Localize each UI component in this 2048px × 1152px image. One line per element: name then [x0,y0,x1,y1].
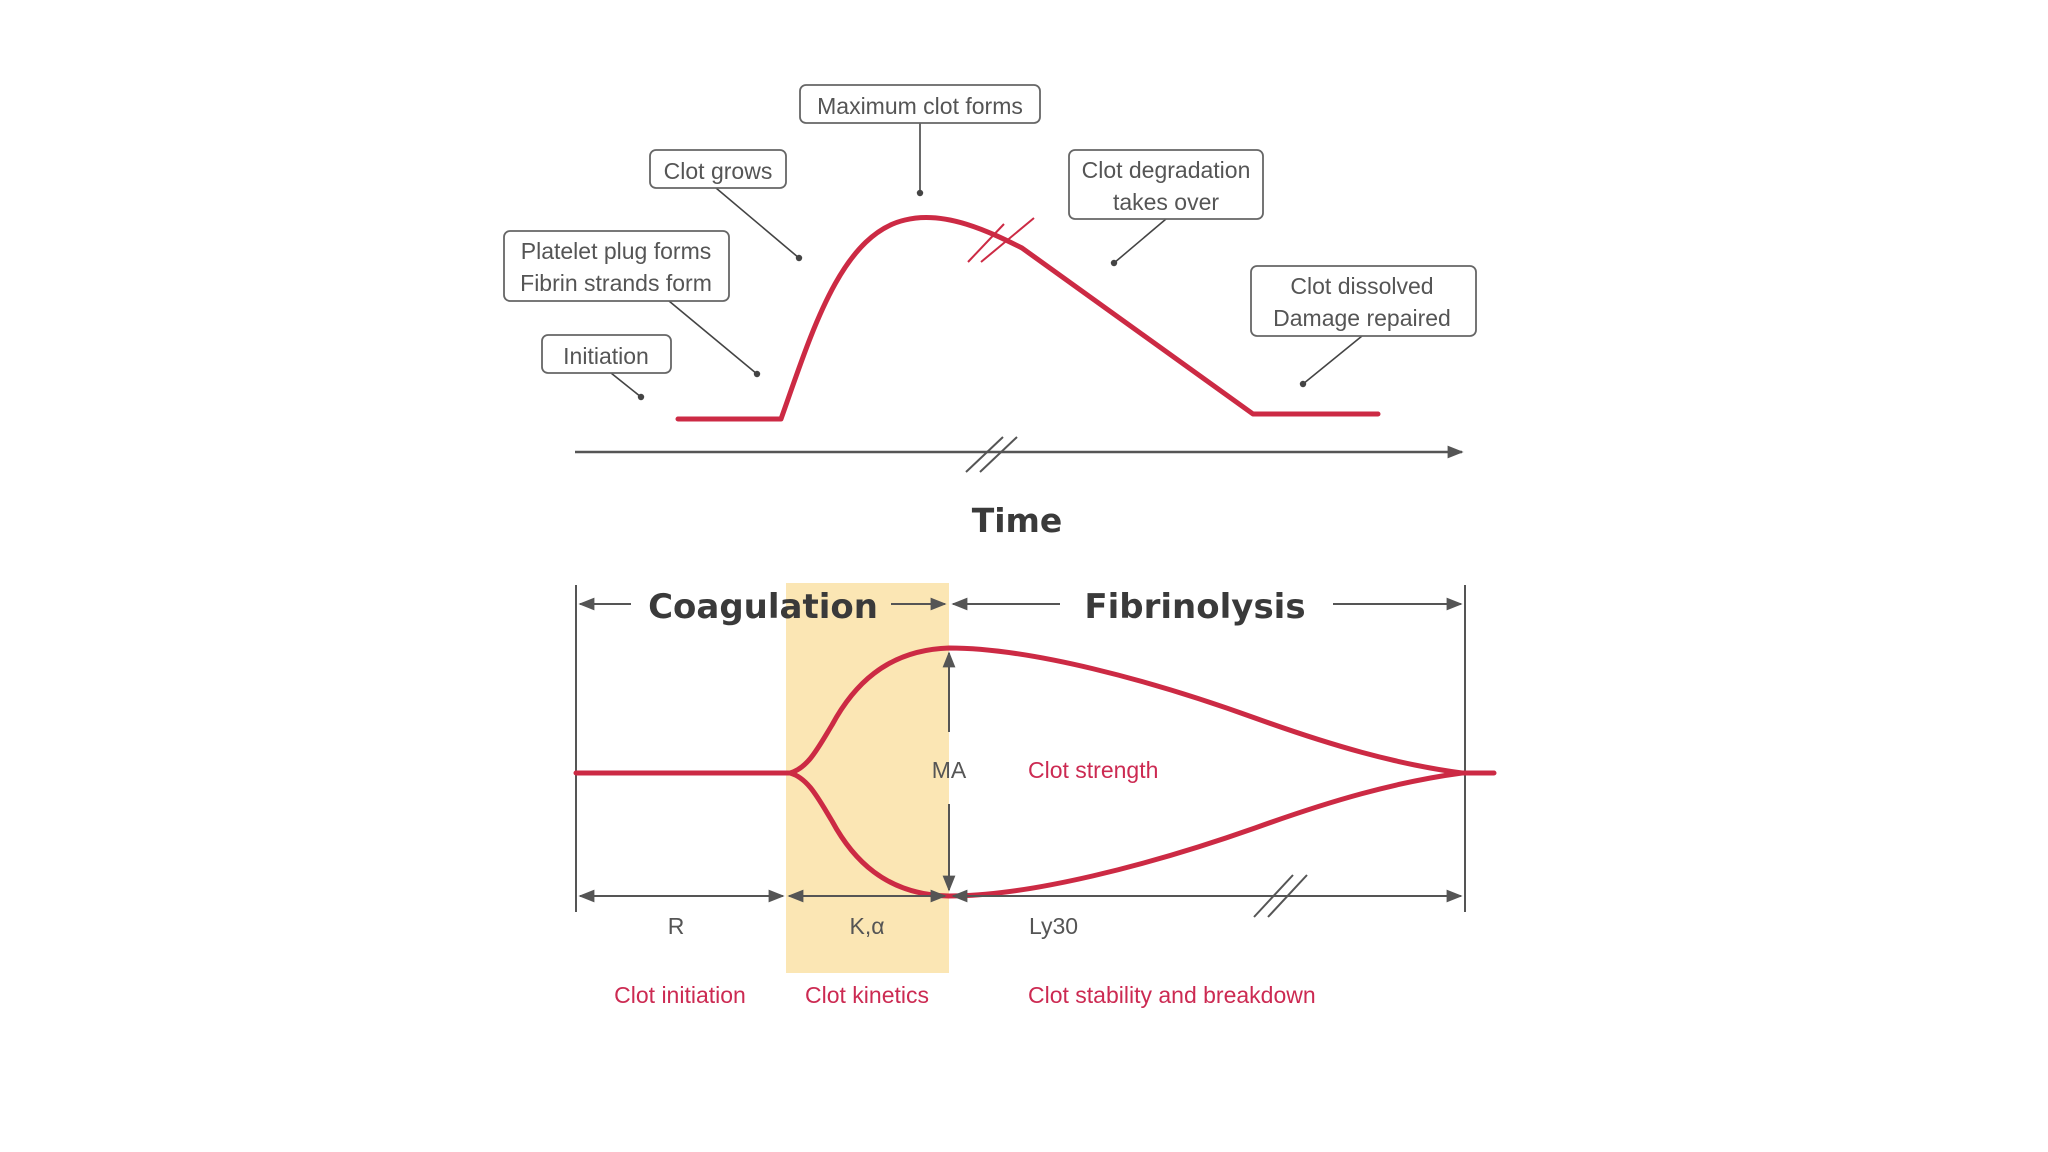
ly30-axis-break-icon [1253,874,1308,918]
callout-leaders [610,123,1363,398]
teg-lower-curve [787,770,1465,899]
desc-clot-kinetics: Clot kinetics [805,982,929,1008]
callout-maximum-clot-text: Maximum clot forms [817,93,1023,119]
callout-degradation-line2: takes over [1113,189,1219,215]
desc-clot-stability: Clot stability and breakdown [1028,982,1316,1008]
callout-initiation: Initiation [541,334,672,374]
param-ma-label: MA [932,757,967,783]
top-clot-timeline: Time Initiation [503,84,1477,540]
desc-clot-initiation: Clot initiation [614,982,746,1008]
param-r-label: R [668,913,685,939]
kinetics-highlight-band [786,583,949,973]
callout-clot-grows: Clot grows [649,149,787,189]
callout-platelet-plug-line2: Fibrin strands form [520,270,712,296]
clot-formation-curve [675,214,1381,422]
callout-platelet-plug: Platelet plug forms Fibrin strands form [503,230,730,302]
teg-upper-curve [573,645,1497,776]
param-ly30-label: Ly30 [1029,913,1078,939]
param-k-alpha-label: K,α [849,913,884,939]
callout-dissolved: Clot dissolved Damage repaired [1250,265,1477,337]
callout-initiation-text: Initiation [563,343,649,369]
time-axis-break-icon [965,436,1018,473]
callout-clot-grows-text: Clot grows [664,158,773,184]
callout-platelet-plug-line1: Platelet plug forms [521,238,711,264]
callout-maximum-clot: Maximum clot forms [799,84,1041,124]
callout-dissolved-line1: Clot dissolved [1290,273,1433,299]
callout-dots [637,189,1307,401]
callout-degradation-line1: Clot degradation [1082,157,1251,183]
phase-coagulation-label: Coagulation [648,587,878,627]
curve-break-icon [967,217,1035,263]
callout-dissolved-line2: Damage repaired [1273,305,1451,331]
time-axis-label: Time [972,501,1063,540]
callout-degradation: Clot degradation takes over [1068,149,1264,220]
phase-fibrinolysis-label: Fibrinolysis [1084,587,1305,627]
clot-strength-label: Clot strength [1028,757,1158,783]
bottom-teg-tracing: Coagulation Fibrinolysis MA Clot strengt… [573,583,1497,1008]
